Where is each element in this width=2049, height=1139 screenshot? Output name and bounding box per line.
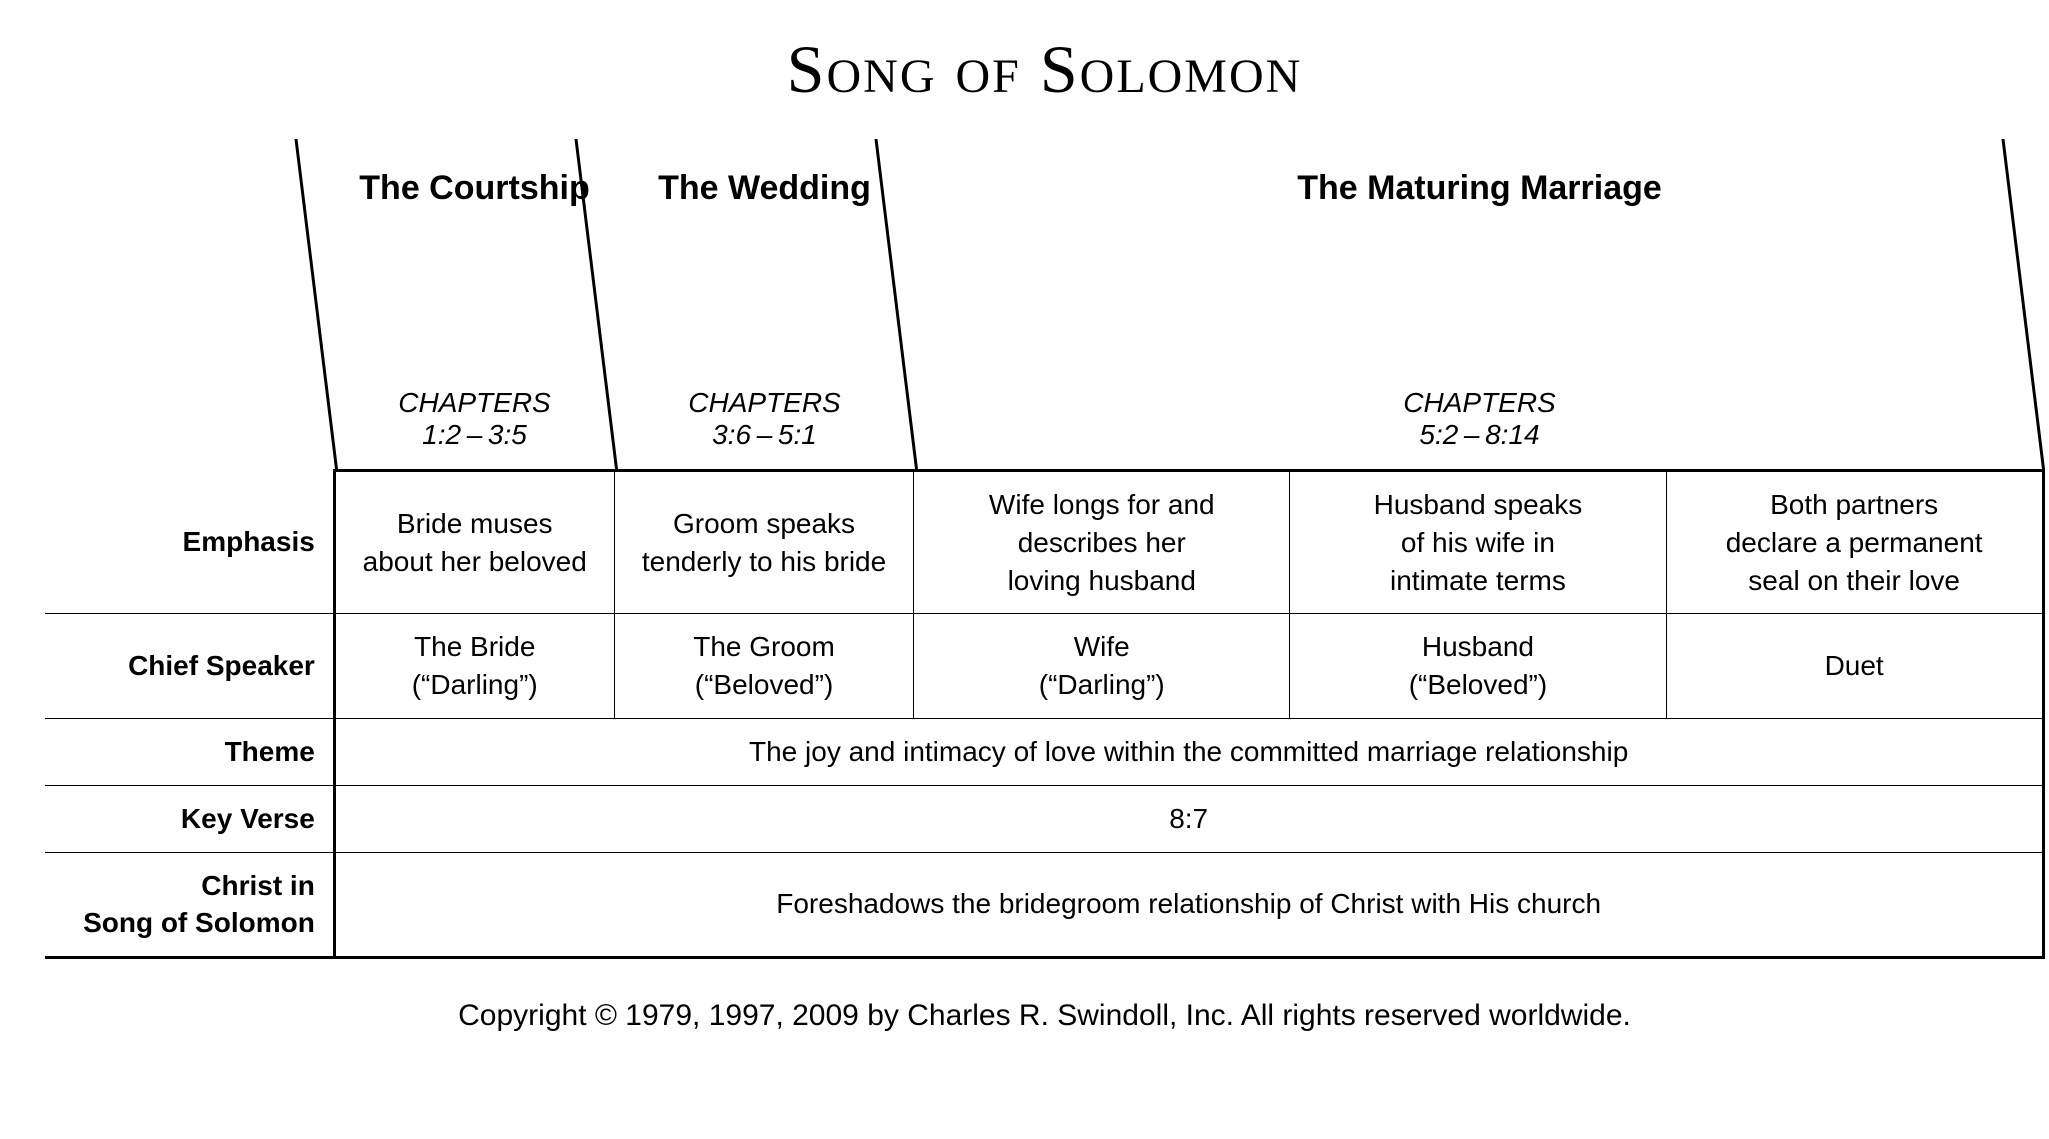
row-label: Key Verse [45,785,335,852]
header-row: The Courtship CHAPTERS 1:2 – 3:5 The Wed… [45,139,2045,469]
chapters-range: 5:2 – 8:14 [915,419,2045,451]
section-maturing-marriage: The Maturing Marriage CHAPTERS 5:2 – 8:1… [915,139,2045,469]
section-courtship: The Courtship CHAPTERS 1:2 – 3:5 [335,139,615,469]
cell: Husband (“Beloved”) [1290,614,1667,719]
row-theme: Theme The joy and intimacy of love withi… [45,718,2044,785]
chart: The Courtship CHAPTERS 1:2 – 3:5 The Wed… [45,139,2045,959]
page-title: Song of Solomon [20,30,2049,109]
body-table: Emphasis Bride muses about her beloved G… [45,469,2045,956]
cell: The Bride (“Darling”) [334,614,614,719]
row-label: Christ in Song of Solomon [45,852,335,956]
chapters-word: CHAPTERS [1403,387,1555,418]
cell: Wife (“Darling”) [914,614,1290,719]
row-chief-speaker: Chief Speaker The Bride (“Darling”) The … [45,614,2044,719]
cell-span: Foreshadows the bridegroom relationship … [334,852,2043,956]
row-label: Theme [45,718,335,785]
row-emphasis: Emphasis Bride muses about her beloved G… [45,471,2044,614]
cell: The Groom (“Beloved”) [614,614,914,719]
row-label: Emphasis [45,471,335,614]
row-label: Chief Speaker [45,614,335,719]
chapters-label: CHAPTERS 1:2 – 3:5 [335,387,615,451]
section-title: The Courtship [345,169,605,208]
chapters-word: CHAPTERS [398,387,550,418]
cell: Groom speaks tenderly to his bride [614,471,914,614]
chapters-label: CHAPTERS 3:6 – 5:1 [615,387,915,451]
header-label-spacer [45,139,335,469]
cell: Wife longs for and describes her loving … [914,471,1290,614]
chapters-range: 1:2 – 3:5 [335,419,615,451]
copyright-text: Copyright © 1979, 1997, 2009 by Charles … [20,999,2049,1033]
cell: Both partners declare a permanent seal o… [1666,471,2043,614]
section-title: The Wedding [625,169,905,208]
chapters-label: CHAPTERS 5:2 – 8:14 [915,387,2045,451]
cell: Duet [1666,614,2043,719]
cell-span: 8:7 [334,785,2043,852]
chapters-range: 3:6 – 5:1 [615,419,915,451]
chapters-word: CHAPTERS [688,387,840,418]
cell: Bride muses about her beloved [334,471,614,614]
row-christ-in: Christ in Song of Solomon Foreshadows th… [45,852,2044,956]
cell-span: The joy and intimacy of love within the … [334,718,2043,785]
chart-container: Song of Solomon The Courtship CHAPTERS 1… [20,30,2049,1033]
cell: Husband speaks of his wife in intimate t… [1290,471,1667,614]
section-title: The Maturing Marriage [925,169,2035,208]
row-key-verse: Key Verse 8:7 [45,785,2044,852]
table-wrap: Emphasis Bride muses about her beloved G… [45,469,2045,959]
section-wedding: The Wedding CHAPTERS 3:6 – 5:1 [615,139,915,469]
